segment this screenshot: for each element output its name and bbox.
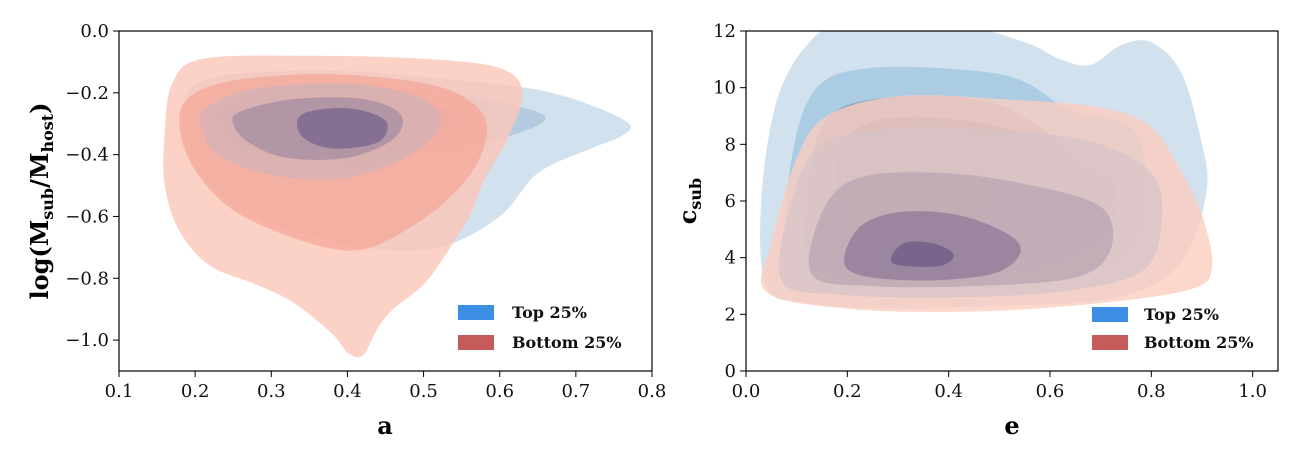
right-x-tick-label: 0.8 [1137,381,1166,402]
left-y-tick-label: 0.0 [80,21,109,42]
right-legend-swatch-top [1092,307,1128,322]
right-y-ticks: 0 2 4 6 8 10 12 [713,21,746,382]
left-x-axis-label: a [377,411,393,440]
right-legend-label-top: Top 25% [1144,305,1219,324]
left-x-tick-label: 0.4 [333,381,362,402]
right-x-tick-label: 0.4 [934,381,963,402]
right-y-tick-label: 8 [725,134,736,155]
left-panel: 0.1 0.2 0.3 0.4 0.5 0.6 0.7 0.8 0.0 −0.2 −0.4 −0.6… [25,21,666,440]
right-y-tick-label: 4 [725,248,736,269]
left-y-tick-label: −0.2 [65,83,109,104]
right-x-tick-label: 1.0 [1238,381,1267,402]
left-y-tick-label: −1.0 [65,330,109,351]
left-y-ticks: 0.0 −0.2 −0.4 −0.6 −0.8 −1.0 [65,21,119,351]
left-legend-label-top: Top 25% [512,303,587,322]
left-legend: Top 25% Bottom 25% [458,303,622,352]
left-y-tick-label: −0.8 [65,268,109,289]
left-plot-frame [118,30,653,372]
left-y-tick-label: −0.6 [65,206,109,227]
left-x-tick-label: 0.3 [257,381,286,402]
left-x-tick-label: 0.1 [105,381,134,402]
right-y-tick-label: 10 [713,78,736,99]
right-x-tick-label: 0.6 [1036,381,1065,402]
right-y-tick-label: 2 [725,304,736,325]
left-legend-label-bottom: Bottom 25% [512,333,622,352]
right-legend-swatch-bottom [1092,335,1128,350]
right-y-tick-label: 12 [713,21,736,42]
left-contour-layers [163,55,632,358]
left-x-tick-label: 0.5 [409,381,438,402]
right-x-tick-label: 0.2 [833,381,862,402]
left-y-axis-label: log(Msub/Mhost) [25,102,57,299]
left-x-tick-label: 0.7 [562,381,591,402]
left-legend-swatch-bottom [458,335,494,350]
right-legend: Top 25% Bottom 25% [1092,305,1254,352]
right-contour-bottom-level-5 [891,241,954,267]
right-contour-layers [760,31,1213,312]
right-y-tick-label: 0 [725,361,736,382]
right-x-axis-label: e [1004,411,1019,440]
left-x-tick-label: 0.6 [485,381,514,402]
right-legend-label-bottom: Bottom 25% [1144,333,1254,352]
left-legend-swatch-top [458,305,494,320]
right-panel: 0.0 0.2 0.4 0.6 0.8 1.0 0 2 4 6 8 10 12 e csub Top … [673,21,1279,440]
right-x-tick-label: 0.0 [732,381,761,402]
left-contour-bottom-level-5 [296,108,388,149]
right-y-axis-label: csub [673,178,705,224]
right-y-tick-label: 6 [725,191,736,212]
left-x-tick-label: 0.8 [638,381,667,402]
left-x-ticks: 0.1 0.2 0.3 0.4 0.5 0.6 0.7 0.8 [105,371,667,402]
left-x-tick-label: 0.2 [181,381,210,402]
left-y-tick-label: −0.4 [65,145,109,166]
right-x-ticks: 0.0 0.2 0.4 0.6 0.8 1.0 [732,371,1267,402]
